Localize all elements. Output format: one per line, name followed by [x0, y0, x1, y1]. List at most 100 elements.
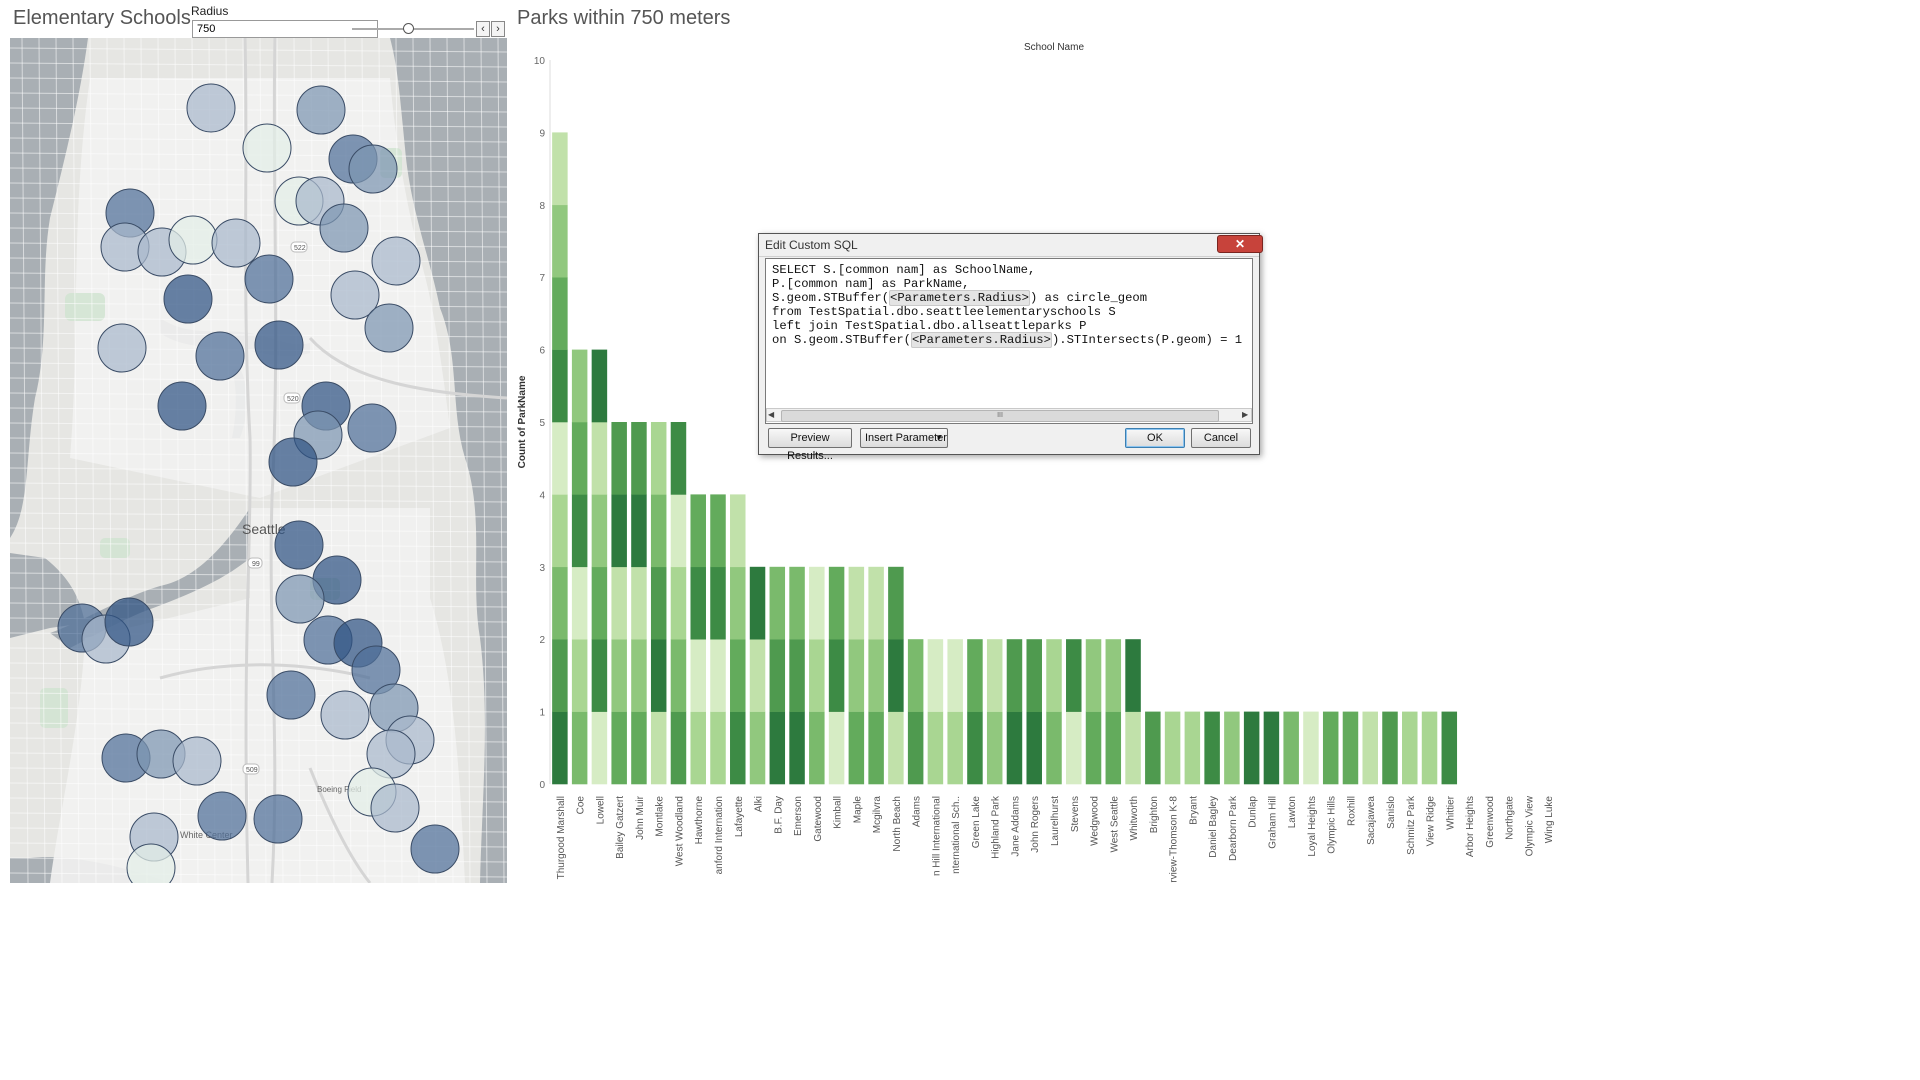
- bar-segment[interactable]: [571, 422, 588, 495]
- school-buffer-circle[interactable]: [157, 381, 207, 431]
- bar-segment[interactable]: [986, 711, 1003, 785]
- bar-segment[interactable]: [571, 711, 588, 785]
- bar-segment[interactable]: [730, 566, 746, 640]
- bar-segment[interactable]: [947, 711, 963, 785]
- school-buffer-circle[interactable]: [319, 203, 369, 253]
- radius-input[interactable]: [192, 20, 378, 38]
- radius-decrement-button[interactable]: ‹: [476, 21, 490, 37]
- school-buffer-circle[interactable]: [370, 783, 420, 833]
- school-map[interactable]: Seattle White Center Boeing Field 522 52…: [10, 38, 507, 883]
- bar-segment[interactable]: [789, 711, 805, 785]
- bar-segment[interactable]: [1006, 711, 1023, 785]
- bar-segment[interactable]: [650, 566, 667, 640]
- bar-segment[interactable]: [591, 422, 608, 495]
- close-icon[interactable]: ✕: [1217, 235, 1263, 253]
- bar-segment[interactable]: [848, 639, 865, 712]
- sql-editor-horizontal-scrollbar[interactable]: ◀ III ▶: [766, 408, 1252, 422]
- bar-segment[interactable]: [670, 711, 687, 785]
- bar-segment[interactable]: [611, 711, 627, 785]
- school-buffer-circle[interactable]: [195, 331, 245, 381]
- bar-segment[interactable]: [710, 711, 726, 785]
- bar-segment[interactable]: [888, 639, 904, 712]
- bar-segment[interactable]: [552, 204, 568, 278]
- school-buffer-circle[interactable]: [275, 574, 325, 624]
- bar-segment[interactable]: [828, 639, 845, 712]
- bar-segment[interactable]: [1263, 711, 1280, 785]
- bar-segment[interactable]: [552, 277, 568, 350]
- bar-segment[interactable]: [809, 711, 825, 785]
- bar-segment[interactable]: [631, 639, 647, 712]
- edit-custom-sql-dialog[interactable]: Edit Custom SQL ✕ SELECT S.[common nam] …: [758, 233, 1263, 462]
- bar-segment[interactable]: [1066, 711, 1082, 785]
- bar-segment[interactable]: [1283, 711, 1299, 785]
- school-buffer-circle[interactable]: [97, 323, 147, 373]
- bar-segment[interactable]: [789, 566, 805, 640]
- bar-segment[interactable]: [1125, 639, 1141, 712]
- school-buffer-circle[interactable]: [242, 123, 292, 173]
- bar-segment[interactable]: [1125, 711, 1141, 785]
- bar-segment[interactable]: [1105, 639, 1122, 712]
- parameter-token[interactable]: <Parameters.Radius>: [910, 332, 1052, 348]
- bar-segment[interactable]: [631, 422, 647, 495]
- bar-segment[interactable]: [690, 711, 706, 785]
- bar-segment[interactable]: [591, 349, 608, 423]
- school-buffer-circle[interactable]: [126, 843, 176, 883]
- bar-segment[interactable]: [571, 494, 588, 568]
- bar-segment[interactable]: [1342, 711, 1359, 785]
- ok-button[interactable]: OK: [1125, 428, 1185, 448]
- school-buffer-circle[interactable]: [211, 218, 261, 268]
- bar-segment[interactable]: [552, 349, 568, 423]
- school-buffer-circle[interactable]: [410, 824, 460, 874]
- bar-segment[interactable]: [848, 566, 865, 640]
- bar-segment[interactable]: [828, 711, 845, 785]
- bar-segment[interactable]: [710, 494, 726, 568]
- bar-segment[interactable]: [927, 639, 944, 712]
- bar-segment[interactable]: [1382, 711, 1398, 785]
- school-buffer-markers[interactable]: [57, 83, 460, 883]
- bar-segment[interactable]: [670, 494, 687, 568]
- school-buffer-circle[interactable]: [348, 144, 398, 194]
- bar-segment[interactable]: [670, 566, 687, 640]
- bar-segment[interactable]: [730, 639, 746, 712]
- bar-segment[interactable]: [927, 711, 944, 785]
- school-buffer-circle[interactable]: [253, 794, 303, 844]
- school-buffer-circle[interactable]: [320, 690, 370, 740]
- bar-segment[interactable]: [670, 639, 687, 712]
- bar-segment[interactable]: [1026, 639, 1042, 712]
- bar-segment[interactable]: [1322, 711, 1339, 785]
- bar-segment[interactable]: [690, 639, 706, 712]
- bar-segment[interactable]: [650, 422, 667, 495]
- bar-segment[interactable]: [611, 639, 627, 712]
- school-buffer-circle[interactable]: [168, 215, 218, 265]
- insert-parameter-button[interactable]: Insert Parameter ▼: [860, 428, 948, 448]
- bar-segment[interactable]: [730, 494, 746, 568]
- bar-segment[interactable]: [571, 566, 588, 640]
- parameter-token[interactable]: <Parameters.Radius>: [889, 290, 1030, 306]
- bar-segment[interactable]: [1204, 711, 1220, 785]
- bar-segment[interactable]: [1046, 639, 1062, 712]
- parks-bar-chart[interactable]: School Name Count of ParkName 0 1 2 3 4 5 6 7 8 9 10…: [510, 36, 1568, 884]
- bar-segment[interactable]: [650, 639, 667, 712]
- bar-segment[interactable]: [809, 639, 825, 712]
- bar-segment[interactable]: [1362, 711, 1378, 785]
- school-buffer-circle[interactable]: [296, 85, 346, 135]
- bar-segment[interactable]: [591, 566, 608, 640]
- bar-segment[interactable]: [749, 639, 766, 712]
- bar-segment[interactable]: [571, 639, 588, 712]
- bar-segment[interactable]: [1441, 711, 1458, 785]
- bar-segment[interactable]: [1303, 711, 1319, 785]
- bar-segment[interactable]: [1085, 711, 1102, 785]
- bar-segment[interactable]: [1085, 639, 1102, 712]
- bar-segment[interactable]: [650, 711, 667, 785]
- bar-segment[interactable]: [552, 639, 568, 712]
- bar-segment[interactable]: [670, 422, 687, 495]
- school-buffer-circle[interactable]: [347, 403, 397, 453]
- scroll-thumb[interactable]: III: [781, 410, 1219, 422]
- bar-segment[interactable]: [967, 711, 983, 785]
- bar-segment[interactable]: [552, 422, 568, 495]
- bar-segment[interactable]: [1243, 711, 1260, 785]
- bar-segment[interactable]: [888, 566, 904, 640]
- school-buffer-circle[interactable]: [266, 670, 316, 720]
- school-buffer-circle[interactable]: [197, 791, 247, 841]
- bar-segment[interactable]: [710, 566, 726, 640]
